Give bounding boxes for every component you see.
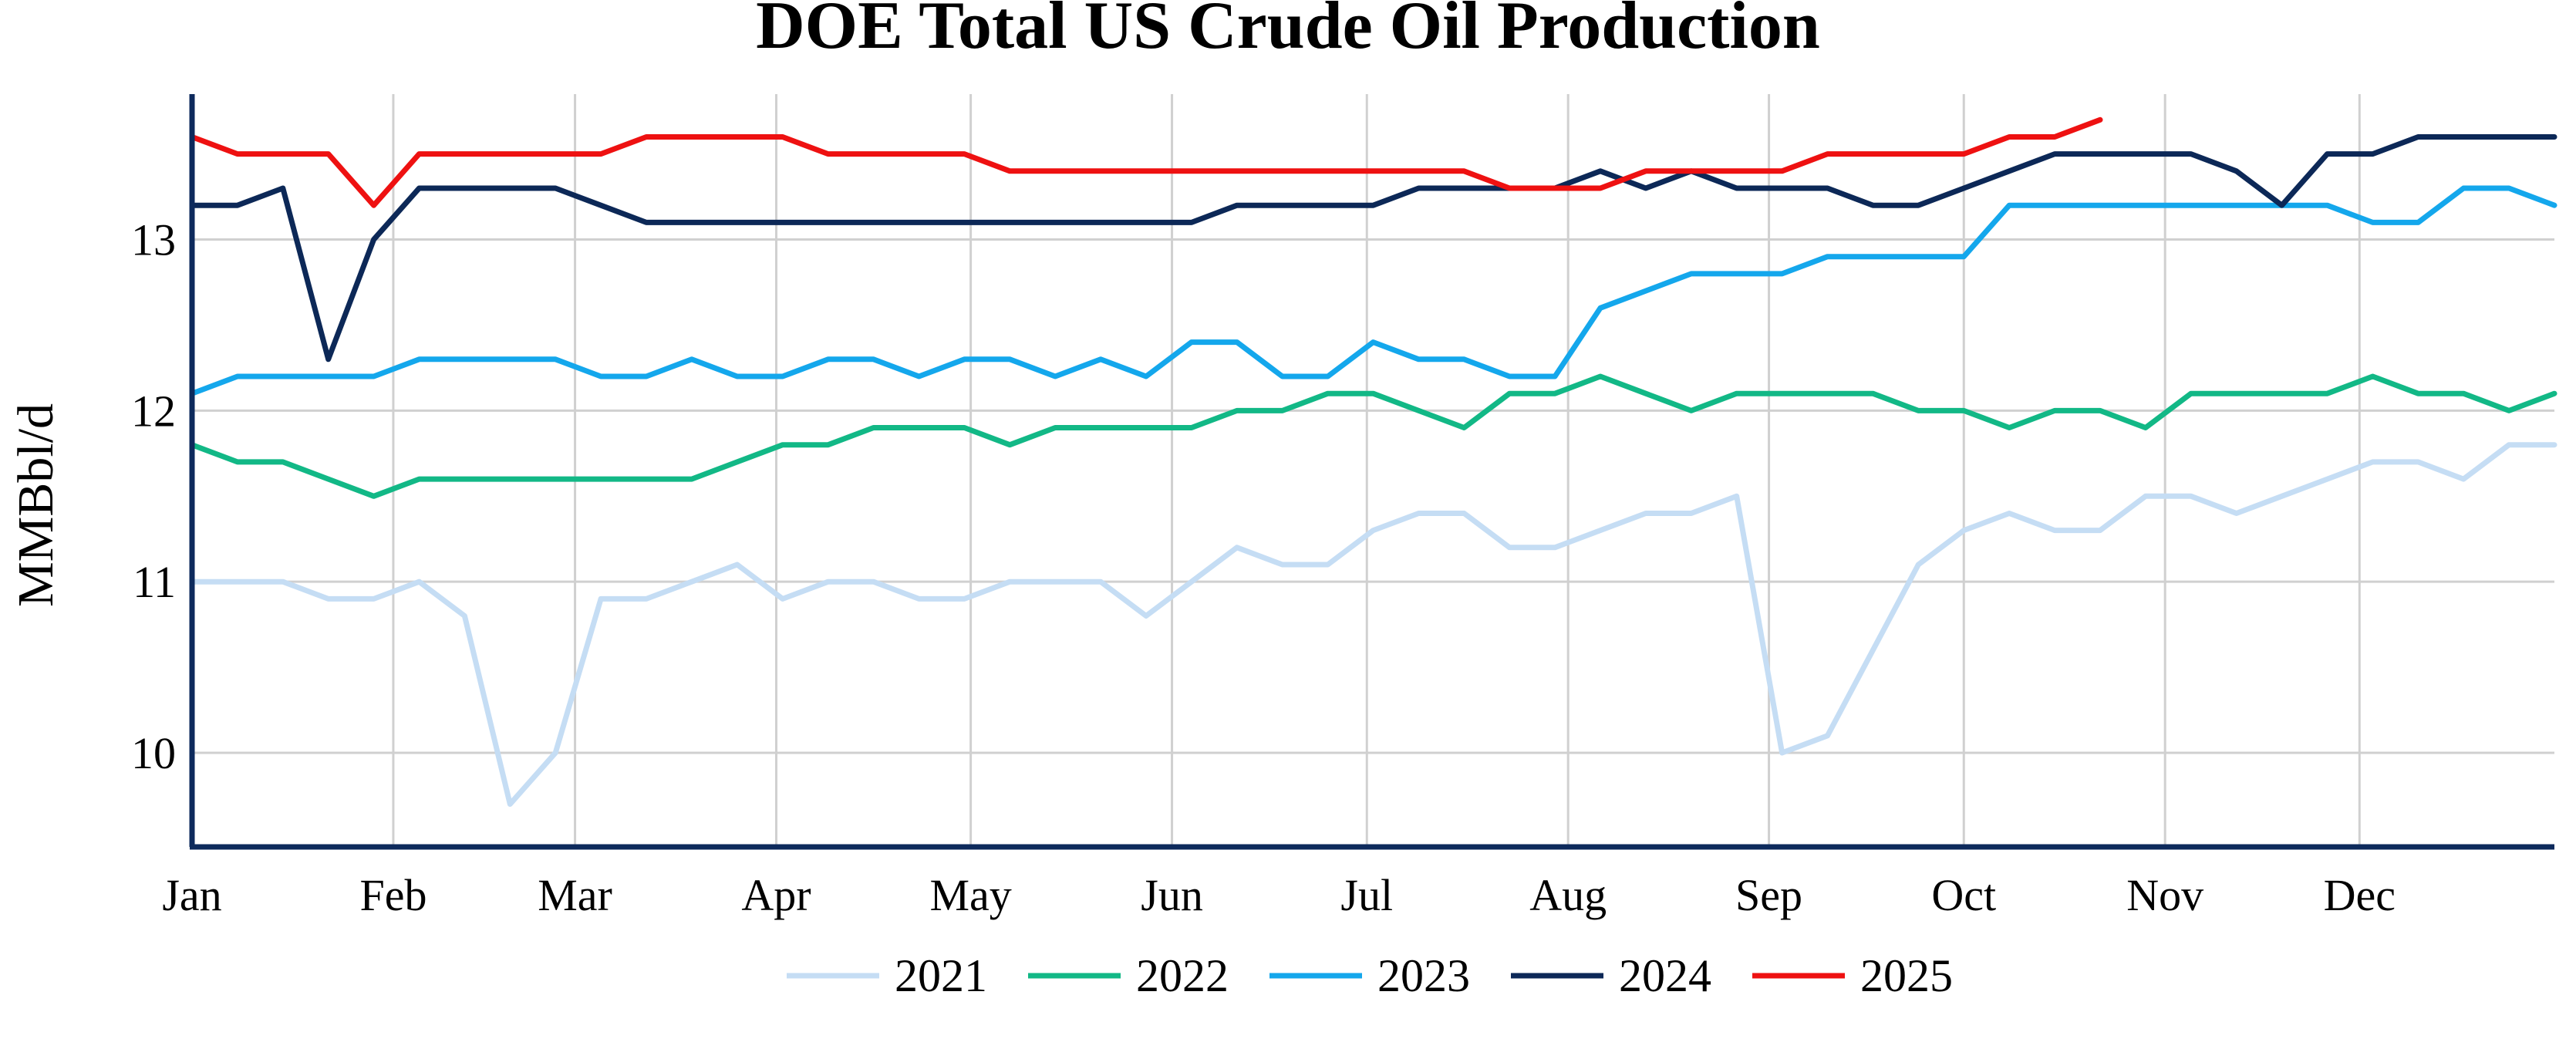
x-tick-label-feb: Feb [359,870,427,920]
x-tick-label-apr: Apr [741,870,811,920]
legend-label-2023: 2023 [1377,950,1470,1001]
y-tick-label-13: 13 [131,215,176,265]
x-tick-label-jul: Jul [1340,870,1393,920]
y-tick-label-11: 11 [133,557,176,607]
legend: 2021 2022 2023 2024 2025 [787,950,1953,1001]
x-tick-labels: Jan Feb Mar Apr May Jun Jul Aug Sep Oct Nov Dec [162,870,2396,920]
y-tick-label-10: 10 [131,728,176,778]
series-line-2021 [189,442,2557,807]
series-line-2023 [189,185,2557,396]
x-tick-label-sep: Sep [1735,870,1802,920]
chart-title: DOE Total US Crude Oil Production [756,0,1820,63]
x-tick-label-dec: Dec [2324,870,2396,920]
x-tick-label-jun: Jun [1141,870,1203,920]
legend-label-2024: 2024 [1619,950,1711,1001]
series-lines [189,116,2557,807]
series-line-2025 [189,116,2103,208]
series-line-2024 [189,134,2557,363]
x-tick-label-oct: Oct [1931,870,1996,920]
x-tick-label-nov: Nov [2126,870,2203,920]
legend-item-2023: 2023 [1269,950,1470,1001]
x-tick-label-mar: Mar [538,870,612,920]
y-tick-label-12: 12 [131,386,176,436]
legend-item-2025: 2025 [1752,950,1953,1001]
series-line-2022 [189,373,2557,499]
x-tick-label-aug: Aug [1529,870,1607,920]
legend-item-2022: 2022 [1028,950,1229,1001]
legend-label-2021: 2021 [895,950,987,1001]
legend-label-2025: 2025 [1860,950,1953,1001]
x-tick-label-jan: Jan [162,870,221,920]
legend-item-2024: 2024 [1511,950,1711,1001]
y-tick-labels: 10 11 12 13 [131,215,176,778]
x-tick-label-may: May [929,870,1011,920]
horizontal-gridlines [192,238,2554,754]
y-axis-label: MMBbl/d [8,403,64,607]
legend-item-2021: 2021 [787,950,987,1001]
legend-label-2022: 2022 [1136,950,1229,1001]
